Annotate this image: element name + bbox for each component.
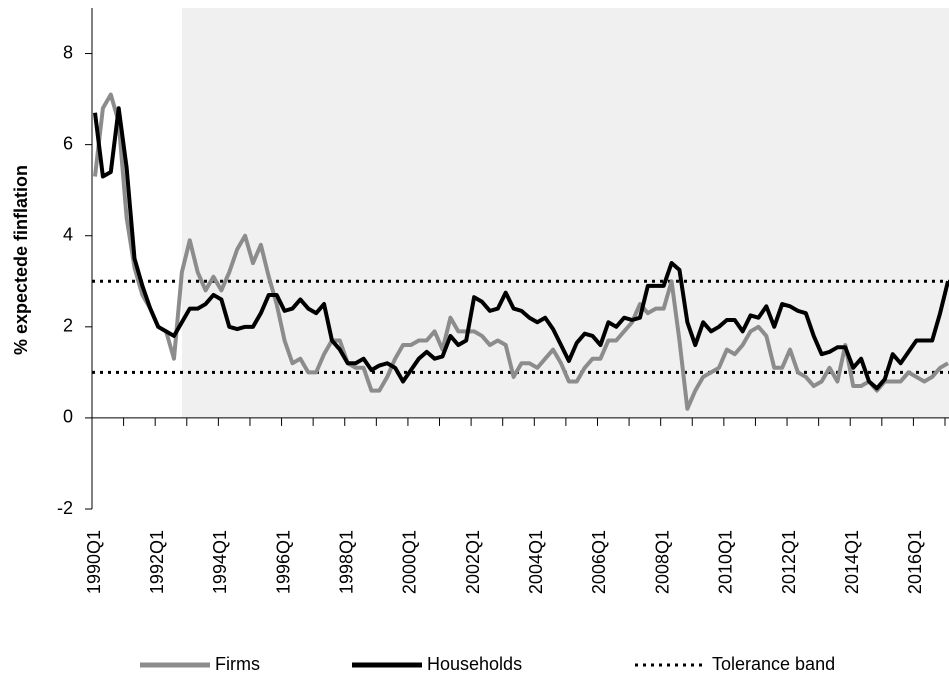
y-tick-label: 2 [63,316,73,336]
x-tick-label: 1998Q1 [336,530,356,594]
x-tick-label: 2000Q1 [400,530,420,594]
legend-label: Tolerance band [712,654,835,674]
y-tick-label: 8 [63,42,73,62]
legend-label: Firms [215,654,260,674]
x-tick-label: 2012Q1 [779,530,799,594]
x-tick-label: 1994Q1 [210,530,230,594]
y-tick-label: 6 [63,133,73,153]
y-tick-label: 4 [63,224,73,244]
y-tick-label: -2 [57,498,73,518]
x-tick-label: 2014Q1 [842,530,862,594]
y-axis-label: % expectede finflation [11,165,31,355]
x-tick-label: 1992Q1 [147,530,167,594]
series-line [93,106,949,391]
x-tick-label: 2016Q1 [905,530,925,594]
x-tick-label: 2010Q1 [716,530,736,594]
y-tick-label: 0 [63,407,73,427]
x-tick-label: 2006Q1 [589,530,609,594]
x-tick-label: 1990Q1 [84,530,104,594]
x-tick-label: 1996Q1 [273,530,293,594]
legend-label: Households [427,654,522,674]
series-line [93,92,949,411]
x-tick-label: 2002Q1 [463,530,483,594]
x-tick-label: 2008Q1 [652,530,672,594]
x-tick-label: 2004Q1 [526,530,546,594]
